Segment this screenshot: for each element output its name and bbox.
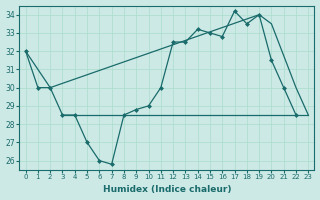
X-axis label: Humidex (Indice chaleur): Humidex (Indice chaleur) xyxy=(103,185,231,194)
